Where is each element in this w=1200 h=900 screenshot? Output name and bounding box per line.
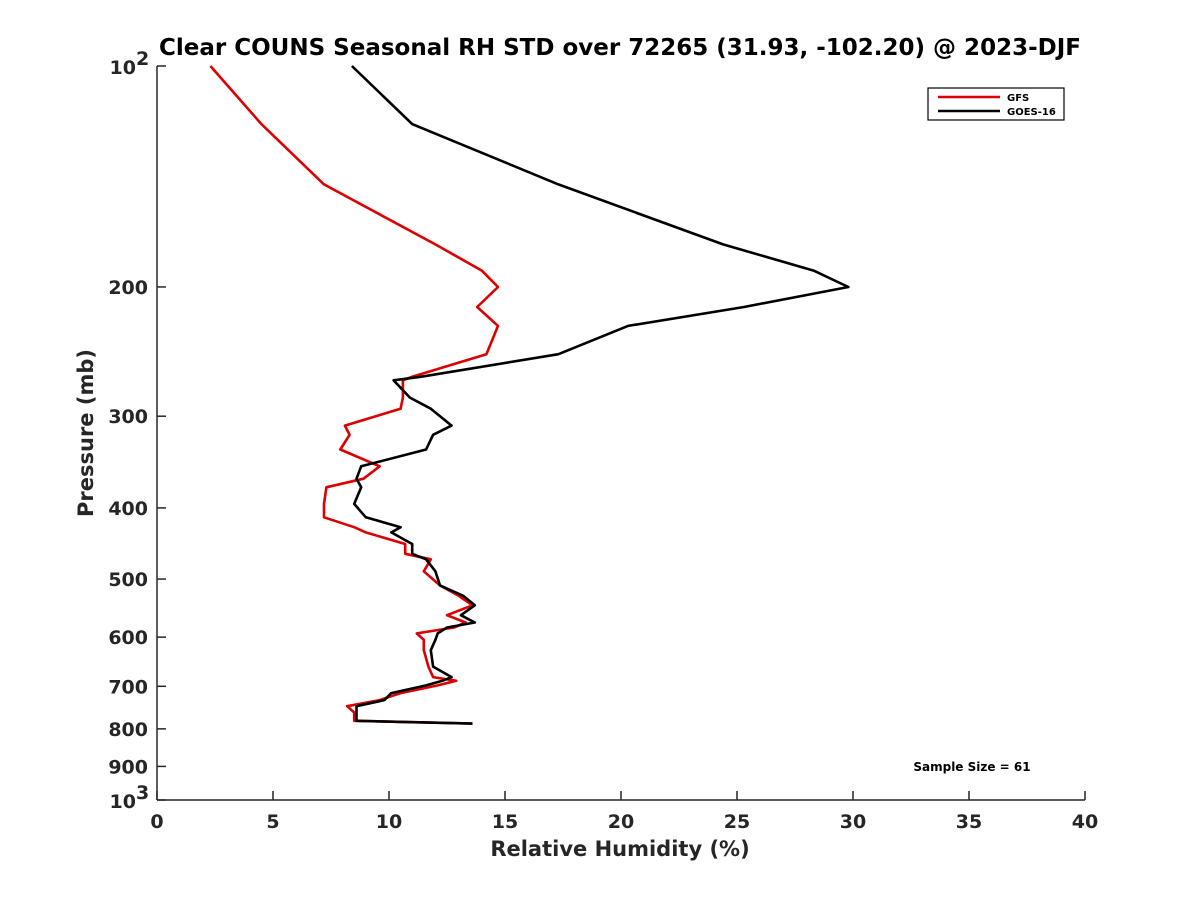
y-tick-label: 400 xyxy=(108,498,148,520)
x-tick-label: 10 xyxy=(376,811,402,833)
y-tick-label-power: 10 xyxy=(110,57,136,79)
x-tick-label: 5 xyxy=(266,811,279,833)
y-tick-label: 800 xyxy=(108,719,148,741)
y-tick-exponent: 2 xyxy=(136,48,149,70)
y-axis-label: Pressure (mb) xyxy=(74,349,98,517)
y-tick-exponent: 3 xyxy=(136,782,149,804)
x-tick-label: 35 xyxy=(956,811,982,833)
x-tick-label: 20 xyxy=(608,811,634,833)
y-tick-label: 600 xyxy=(108,627,148,649)
series-line-goes-16 xyxy=(350,65,850,725)
y-tick-label: 700 xyxy=(108,676,148,698)
legend-entry: GFS xyxy=(1007,93,1029,104)
x-tick-label: 25 xyxy=(724,811,750,833)
x-tick-label: 30 xyxy=(840,811,866,833)
sample-size-annotation: Sample Size = 61 xyxy=(913,760,1030,774)
y-tick-label: 900 xyxy=(108,756,148,778)
x-axis-ticks: 0 5 10 15 20 25 30 35 40 xyxy=(150,791,1098,833)
x-tick-label: 40 xyxy=(1072,811,1098,833)
legend-box xyxy=(927,87,1065,121)
plot-frame xyxy=(156,66,1085,801)
x-axis-label: Relative Humidity (%) xyxy=(490,837,749,861)
legend: GFS GOES-16 xyxy=(927,87,1065,121)
y-tick-label: 200 xyxy=(108,277,148,299)
series-layer xyxy=(209,65,850,725)
y-tick-label-power: 10 xyxy=(110,791,136,813)
legend-entry: GOES-16 xyxy=(1007,107,1056,118)
y-tick-label: 300 xyxy=(108,406,148,428)
x-tick-label: 15 xyxy=(492,811,518,833)
chart-title: Clear COUNS Seasonal RH STD over 72265 (… xyxy=(159,35,1081,61)
y-tick-label: 500 xyxy=(108,569,148,591)
x-tick-label: 0 xyxy=(150,811,163,833)
